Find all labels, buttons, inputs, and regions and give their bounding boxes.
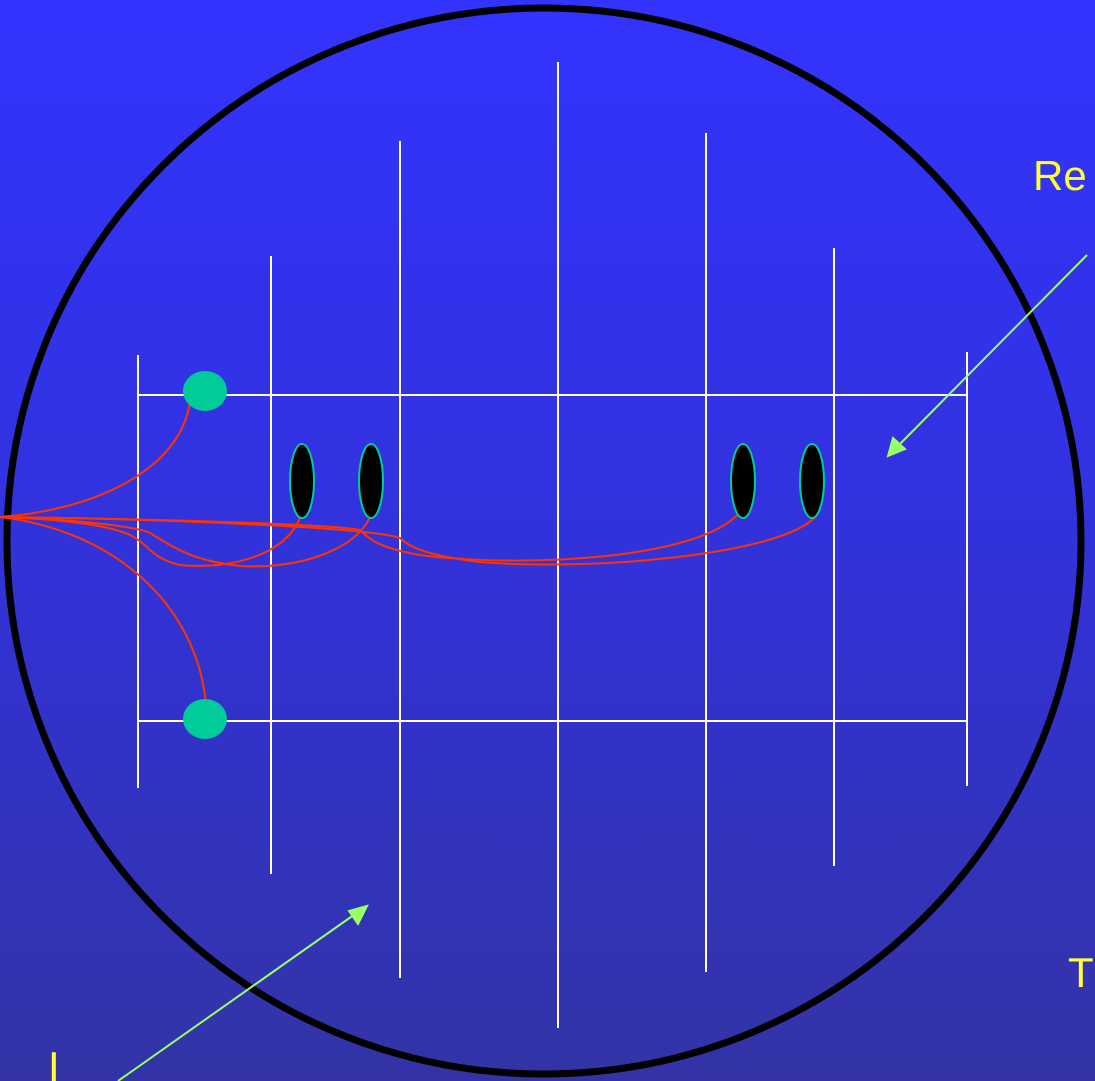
wire-to-electrode-2 <box>0 516 371 568</box>
dot-bottom <box>183 699 227 739</box>
electrodes <box>289 443 825 519</box>
arrow-top-right-line <box>895 254 1088 449</box>
grid-lines <box>137 62 968 1028</box>
arrow-top-right-head <box>886 436 907 458</box>
wire-to-electrode-4 <box>0 507 821 566</box>
outer-circle <box>3 4 1085 1078</box>
wires <box>0 401 821 704</box>
arrows <box>117 254 1088 1081</box>
wire-to-top-dot <box>0 401 191 518</box>
electrode-3 <box>730 443 756 519</box>
electrode-4 <box>799 443 825 519</box>
dot-top <box>183 371 227 411</box>
label-bottom-right: T <box>1068 949 1094 996</box>
arrow-bottom-left-head <box>347 904 369 926</box>
electrode-1 <box>289 443 315 519</box>
electrode-2 <box>358 443 384 519</box>
wire-to-bottom-dot <box>0 516 207 704</box>
label-top-right: Re <box>1033 152 1087 199</box>
wire-to-electrode-1 <box>0 511 303 567</box>
arrow-bottom-left-line <box>117 911 359 1081</box>
label-bottom-left: I <box>48 1043 60 1081</box>
